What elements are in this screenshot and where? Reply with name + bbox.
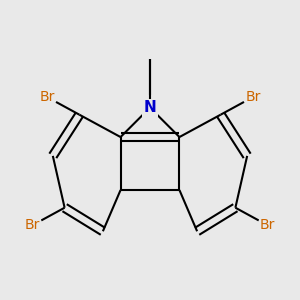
Text: Br: Br <box>39 90 55 104</box>
Text: Br: Br <box>245 90 261 104</box>
Text: Br: Br <box>260 218 275 233</box>
Text: Br: Br <box>25 218 40 233</box>
Text: N: N <box>144 100 156 115</box>
